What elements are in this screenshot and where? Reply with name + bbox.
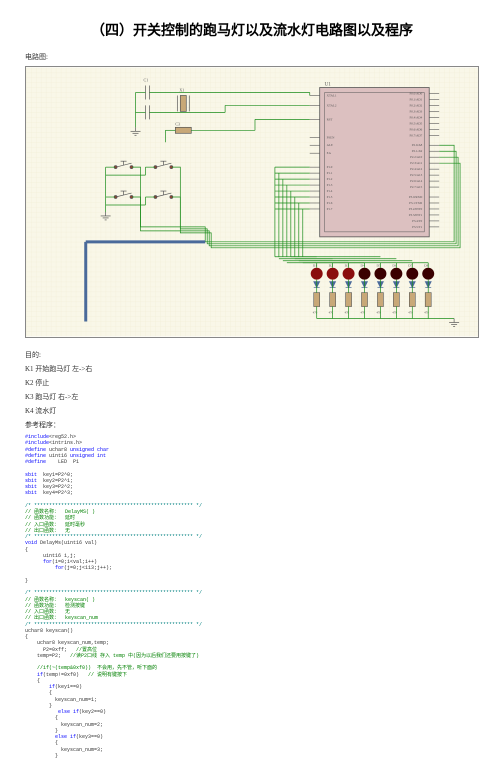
k3-line: K3 跑马灯 右->左 [25, 392, 479, 402]
svg-text:P1.1: P1.1 [327, 171, 333, 175]
svg-text:P1.5: P1.5 [327, 195, 333, 199]
svg-text:P0.1/AD1: P0.1/AD1 [409, 97, 422, 101]
svg-text:P3.5/T1: P3.5/T1 [412, 225, 423, 229]
svg-text:P1.0: P1.0 [327, 165, 333, 169]
svg-text:EA: EA [327, 151, 332, 155]
svg-text:C1: C1 [143, 78, 148, 83]
svg-text:P3.0/RXD: P3.0/RXD [409, 195, 423, 199]
svg-text:X1: X1 [179, 87, 184, 92]
circuit-diagram-container: U1 [25, 66, 479, 338]
k1-line: K1 开始跑马灯 左->右 [25, 364, 479, 374]
svg-text:P0.6/AD6: P0.6/AD6 [409, 127, 422, 131]
svg-text:P3.1/TXD: P3.1/TXD [409, 201, 423, 205]
mcu-chip: U1 [310, 83, 439, 237]
svg-text:P2.3/A11: P2.3/A11 [410, 161, 422, 165]
svg-text:P1.4: P1.4 [327, 189, 333, 193]
purpose-label: 目的: [25, 350, 479, 360]
svg-text:XTAL1: XTAL1 [327, 93, 337, 97]
page-title: （四）开关控制的跑马灯以及流水灯电路图以及程序 [25, 20, 479, 40]
ref-program-label: 参考程序： [25, 420, 479, 430]
circuit-heading: 电路图: [25, 52, 479, 62]
k2-line: K2 停止 [25, 378, 479, 388]
svg-text:P0.2/AD2: P0.2/AD2 [409, 103, 422, 107]
svg-text:P2.6/A14: P2.6/A14 [410, 179, 422, 183]
svg-text:P0.0/AD0: P0.0/AD0 [409, 91, 422, 95]
svg-text:P2.7/A15: P2.7/A15 [410, 185, 422, 189]
svg-text:P2.2/A10: P2.2/A10 [410, 155, 422, 159]
svg-text:P1.6: P1.6 [327, 201, 333, 205]
svg-text:P3.4/T0: P3.4/T0 [412, 219, 423, 223]
svg-text:P0.5/AD5: P0.5/AD5 [409, 121, 422, 125]
svg-text:P1.2: P1.2 [327, 177, 333, 181]
svg-text:ALE: ALE [327, 143, 333, 147]
svg-text:P0.7/AD7: P0.7/AD7 [409, 133, 422, 137]
svg-text:P3.2/INT0: P3.2/INT0 [409, 207, 423, 211]
k4-line: K4 流水灯 [25, 406, 479, 416]
svg-text:P2.5/A13: P2.5/A13 [410, 173, 422, 177]
circuit-diagram: U1 [26, 67, 478, 337]
source-code: #include<reg52.h>#include<intrins.h>#def… [25, 434, 479, 759]
svg-text:P2.4/A12: P2.4/A12 [410, 167, 422, 171]
svg-text:PSEN: PSEN [327, 135, 335, 139]
svg-text:P3.3/INT1: P3.3/INT1 [409, 213, 423, 217]
svg-text:U1: U1 [325, 83, 332, 88]
svg-text:P1.3: P1.3 [327, 183, 333, 187]
svg-text:P2.1/A9: P2.1/A9 [412, 149, 423, 153]
svg-text:P0.3/AD3: P0.3/AD3 [409, 109, 422, 113]
svg-text:RST: RST [327, 117, 333, 121]
svg-text:P2.0/A8: P2.0/A8 [412, 143, 423, 147]
svg-text:P1.7: P1.7 [327, 207, 333, 211]
svg-text:XTAL2: XTAL2 [327, 103, 337, 107]
svg-text:C3: C3 [175, 121, 180, 126]
svg-text:P0.4/AD4: P0.4/AD4 [409, 115, 422, 119]
